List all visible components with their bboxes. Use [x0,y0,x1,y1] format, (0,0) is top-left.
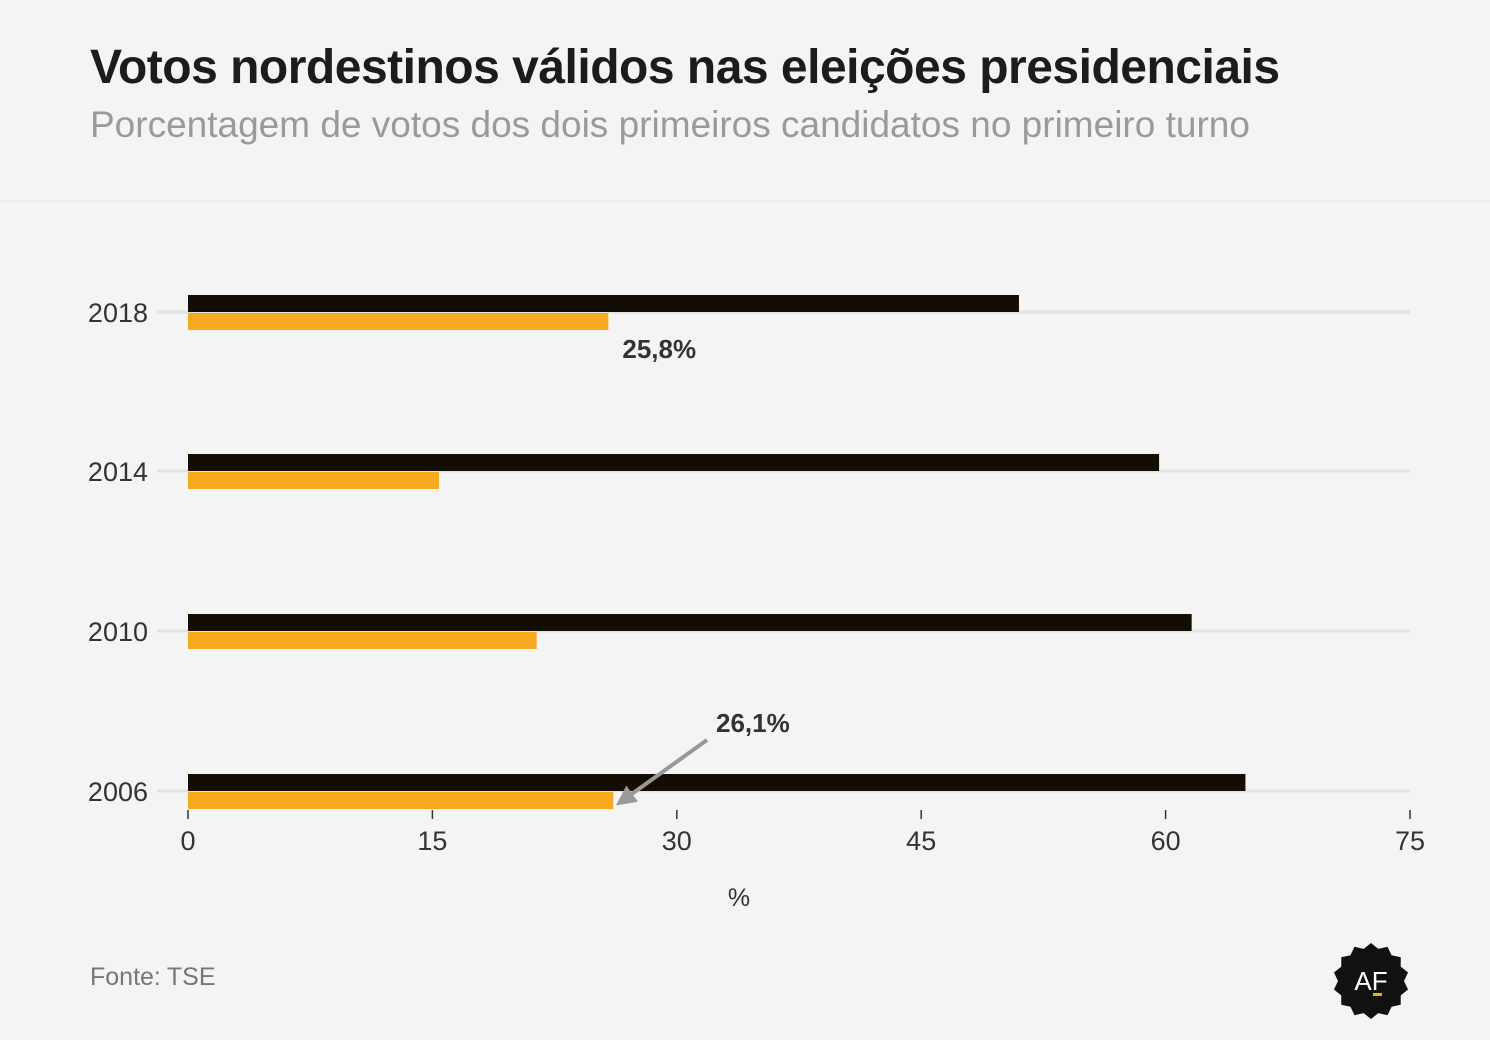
category-label-2014: 2014 [88,457,148,487]
source-note: Fonte: TSE [90,963,216,992]
annotation-label-2018: 25,8% [622,334,696,364]
logo-badge-icon [1333,943,1409,1019]
logo-text: AF [1354,966,1387,996]
x-axis-title: % [728,884,750,912]
bar-second-2010 [188,632,537,649]
x-tick-label-15: 15 [417,826,447,856]
category-label-2018: 2018 [88,298,148,328]
header-divider [0,200,1490,202]
annotation-arrow-2006 [616,738,709,806]
chart-subtitle: Porcentagem de votos dos dois primeiros … [90,104,1250,145]
chart-title: Votos nordestinos válidos nas eleições p… [90,41,1280,94]
annotation-label-2006: 26,1% [716,708,790,738]
bar-first-2014 [188,454,1160,471]
category-label-2006: 2006 [88,777,148,807]
x-tick-label-45: 45 [906,826,936,856]
x-tick-label-0: 0 [180,826,195,856]
x-tick-label-30: 30 [662,826,692,856]
x-tick-label-60: 60 [1151,826,1181,856]
publisher-logo: AF [1333,943,1409,1019]
source-label: Fonte: [90,963,161,991]
bar-second-2006 [188,792,614,809]
bar-first-2010 [188,614,1192,631]
source-value: TSE [166,963,216,991]
logo-accent [1373,993,1382,996]
bar-first-2018 [188,295,1019,312]
x-tick-label-75: 75 [1395,826,1425,856]
bar-second-2014 [188,472,439,489]
bar-second-2018 [188,313,609,330]
category-label-2010: 2010 [88,617,148,647]
bar-first-2006 [188,774,1246,791]
